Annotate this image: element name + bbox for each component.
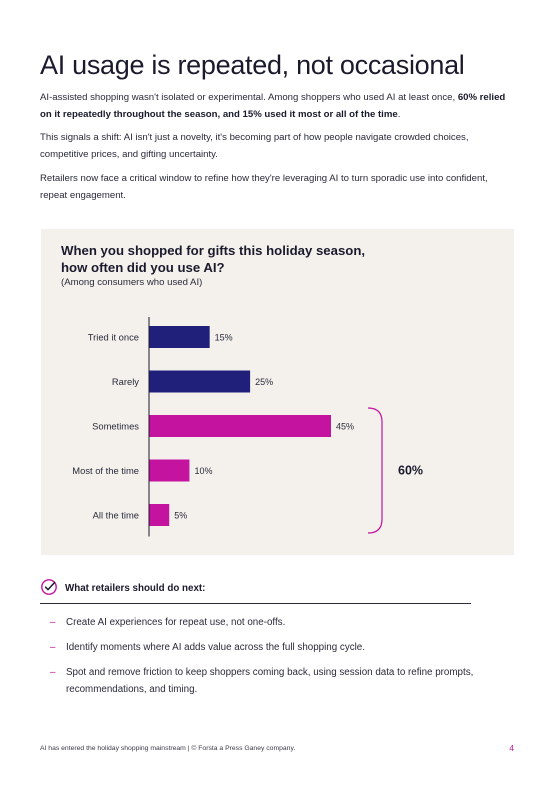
intro-text-1c: . — [397, 108, 401, 120]
bar — [149, 504, 170, 526]
list-item: – Spot and remove friction to keep shoppe… — [50, 664, 480, 698]
data-label: 45% — [336, 422, 354, 432]
bar — [149, 326, 210, 348]
intro-paragraph-1: AI-assisted shopping wasn't isolated or … — [40, 90, 516, 123]
page-number: 4 — [509, 743, 514, 753]
data-label: 5% — [174, 511, 187, 521]
bracket-label: 60% — [398, 464, 423, 478]
intro-paragraph-2: This signals a shift: AI isn't just a no… — [40, 132, 469, 160]
chart-subtitle: (Among consumers who used AI) — [61, 277, 203, 288]
footer-text: AI has entered the holiday shopping main… — [40, 745, 296, 752]
category-label: Most of the time — [72, 465, 139, 476]
recommendations-list: – Create AI experiences for repeat use, n… — [50, 614, 480, 706]
data-label: 15% — [215, 333, 233, 343]
category-label: Sometimes — [92, 421, 139, 432]
bar — [149, 370, 251, 393]
intro-highlight: 60% relied on it repeatedly throughout t… — [40, 92, 506, 120]
intro-text-1a: AI-assisted shopping wasn't isolated or … — [40, 92, 458, 103]
bar — [149, 459, 190, 482]
recommendations-heading: What retailers should do next: — [65, 583, 206, 594]
dash-bullet: – — [50, 667, 56, 678]
list-item-text: Spot and remove friction to keep shopper… — [66, 667, 474, 695]
list-item: – Identify moments where AI adds value ac… — [50, 639, 480, 656]
bracket — [367, 407, 383, 534]
list-item-text: Identify moments where AI adds value acr… — [66, 642, 365, 653]
category-label: Rarely — [112, 376, 139, 387]
category-label: All the time — [93, 510, 139, 521]
bar-chart: Tried it once 15% Rarely 25% Sometimes 45% Mos… — [72, 317, 423, 537]
divider — [40, 603, 471, 604]
category-label: Tried it once — [88, 332, 139, 343]
check-circle-icon — [41, 579, 57, 595]
list-item-text: Create AI experiences for repeat use, no… — [66, 617, 286, 628]
chart-title: When you shopped for gifts this holiday … — [61, 243, 366, 275]
dash-bullet: – — [50, 617, 56, 628]
page-title: AI usage is repeated, not occasional — [40, 50, 465, 80]
intro-paragraph-3: Retailers now face a critical window to … — [40, 173, 488, 201]
bar — [149, 415, 331, 437]
data-label: 10% — [194, 466, 212, 476]
list-item: – Create AI experiences for repeat use, n… — [50, 614, 480, 631]
data-label: 25% — [255, 377, 273, 387]
chart-panel: When you shopped for gifts this holiday … — [41, 229, 514, 555]
dash-bullet: – — [50, 642, 56, 653]
